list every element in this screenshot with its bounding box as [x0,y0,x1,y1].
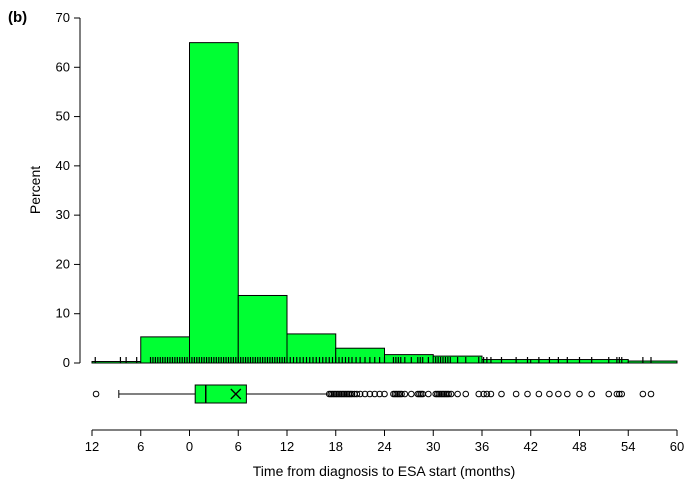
outlier-15 [348,390,356,398]
y-axis-title: Percent [27,166,43,214]
y-axis: 0 10 20 30 40 50 60 70 [56,10,81,370]
boxplot-outliers [92,390,655,398]
histogram-bar-4 [286,333,337,364]
y-tick-label-20: 20 [56,256,70,271]
outlier-49 [475,390,483,398]
x-tick-label-9: 42 [524,439,538,454]
outlier-45 [445,390,452,398]
outlier-36 [425,390,432,398]
x-tick-label-10: 48 [572,439,586,454]
outlier-65 [618,390,626,398]
y-tick-label-10: 10 [56,306,70,321]
outlier-22 [376,390,383,398]
outlier-23 [381,390,388,398]
x-tick-label-5: 18 [329,439,343,454]
outlier-31 [408,390,415,398]
outlier-57 [546,390,553,398]
histogram-bars [91,42,678,364]
outlier-30 [401,390,409,398]
outlier-51 [483,390,491,398]
outlier-58 [555,390,562,398]
outlier-50 [480,390,487,398]
x-tick-label-1: 6 [137,439,144,454]
outlier-53 [498,390,505,398]
x-tick-label-0: 12 [85,439,99,454]
x-axis: 12 6 0 6 12 18 24 30 36 42 48 54 60 [85,429,684,454]
rug-ticks [94,357,652,363]
outlier-66 [639,390,647,398]
outlier-52 [487,390,495,398]
outlier-67 [647,390,655,398]
outlier-29 [398,390,405,398]
outlier-46 [447,390,455,398]
histogram-bar-8 [481,359,532,364]
x-tick-label-6: 24 [377,439,391,454]
outlier-56 [535,390,543,398]
x-tick-label-2: 0 [186,439,193,454]
outlier-48 [462,390,470,398]
y-tick-label-60: 60 [56,59,70,74]
y-tick-label-0: 0 [63,355,70,370]
boxplot [118,384,328,404]
histogram-bar-3 [237,294,288,364]
outlier-0 [92,390,100,398]
x-tick-label-7: 30 [426,439,440,454]
outlier-21 [371,390,379,398]
x-tick-label-8: 36 [475,439,489,454]
x-tick-label-4: 12 [280,439,294,454]
mean-marker-b [230,388,242,400]
iqr-box [194,384,247,404]
y-tick-label-50: 50 [56,109,70,124]
panel-label: (b) [8,9,27,26]
outlier-60 [576,390,583,398]
outlier-59 [564,390,571,398]
outlier-19 [361,390,369,398]
histogram-bar-10 [579,359,629,364]
outlier-47 [454,390,461,398]
y-tick-label-40: 40 [56,158,70,173]
x-tick-label-3: 6 [235,439,242,454]
histogram-bar-9 [530,359,580,364]
x-axis-title: Time from diagnosis to ESA start (months… [253,463,515,479]
outlier-54 [512,390,520,398]
outlier-64 [616,390,623,398]
x-tick-label-11: 54 [621,439,635,454]
y-tick-label-70: 70 [56,10,70,25]
outlier-55 [524,390,531,398]
outlier-61 [588,390,595,398]
outlier-18 [356,390,364,398]
outlier-63 [613,390,621,398]
histogram-bar-6 [384,354,434,364]
y-tick-label-30: 30 [56,207,70,222]
x-tick-label-12: 60 [670,439,684,454]
outlier-20 [366,390,374,398]
histogram-bar-2 [189,42,239,364]
outlier-62 [605,390,613,398]
outlier-17 [353,390,361,398]
